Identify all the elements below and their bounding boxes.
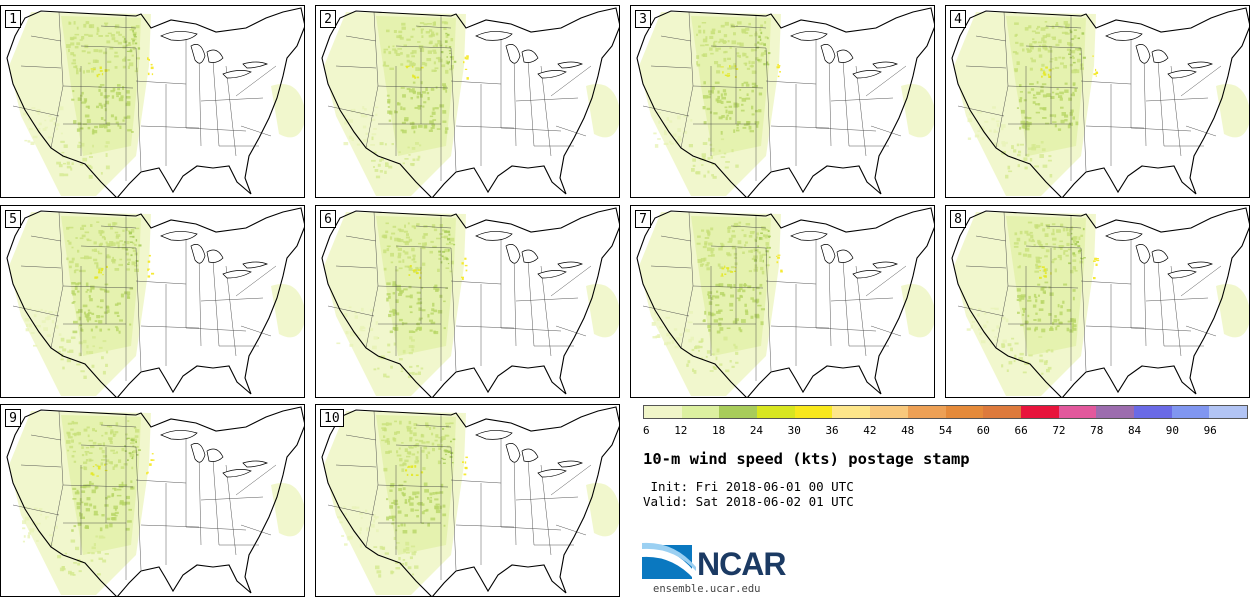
site-url[interactable]: ensemble.ucar.edu: [653, 583, 761, 595]
colorbar-segment: [757, 406, 795, 418]
colorbar-tick-label: 24: [749, 424, 764, 437]
us-map-icon: [631, 6, 934, 197]
panel-label: 7: [635, 210, 651, 228]
panel-label: 4: [950, 10, 966, 28]
colorbar-tick-label: 12: [674, 424, 688, 437]
us-map-icon: [946, 206, 1249, 397]
colorbar-tick-label: 66: [1014, 424, 1028, 437]
colorbar-segment: [907, 406, 946, 418]
map-panel-9: 9: [0, 404, 305, 597]
colorbar-tick-label: 54: [938, 424, 953, 437]
map-panel-5: 5: [0, 205, 305, 398]
colorbar-segment: [983, 406, 1021, 418]
colorbar-tick-label: 18: [712, 424, 726, 437]
colorbar-tick-label: 6: [643, 424, 650, 437]
map-panel-7: 7: [630, 205, 935, 398]
colorbar-segment: [644, 406, 682, 418]
colorbar-tick-label: 42: [863, 424, 877, 437]
panel-label: 5: [5, 210, 21, 228]
map-panel-6: 6: [315, 205, 620, 398]
colorbar-segment: [681, 406, 720, 418]
colorbar-segment: [1096, 406, 1134, 418]
panel-label: 2: [320, 10, 336, 28]
colorbar-ticks: 6 12 18 24 30 36 42 48 54 60 66 72 78 84 90 96: [643, 424, 1248, 440]
colorbar-segment: [719, 406, 758, 418]
map-panel-3: 3: [630, 5, 935, 198]
panel-label: 10: [320, 409, 344, 427]
us-map-icon: [316, 206, 619, 397]
colorbar-segment: [832, 406, 871, 418]
map-panel-1: 1: [0, 5, 305, 198]
colorbar-tick-label: 96: [1203, 424, 1217, 437]
us-map-icon: [1, 6, 304, 197]
panel-label: 8: [950, 210, 966, 228]
colorbar-segment: [1209, 406, 1247, 418]
panel-label: 6: [320, 210, 336, 228]
colorbar-segment: [870, 406, 908, 418]
colorbar-segment: [794, 406, 833, 418]
colorbar-tick-label: 36: [825, 424, 839, 437]
colorbar-segment: [1058, 406, 1097, 418]
colorbar-segment: [945, 406, 984, 418]
colorbar-tick-label: 84: [1127, 424, 1142, 437]
map-panel-10: 10: [315, 404, 620, 597]
colorbar-tick-label: 48: [901, 424, 915, 437]
colorbar: [643, 405, 1248, 419]
colorbar-segment: [1020, 406, 1059, 418]
panel-label: 1: [5, 10, 21, 28]
colorbar-tick-label: 78: [1090, 424, 1104, 437]
us-map-icon: [1, 206, 304, 397]
map-panel-2: 2: [315, 5, 620, 198]
valid-time: Valid: Sat 2018-06-02 01 UTC: [643, 494, 854, 509]
logo-text: NCAR: [697, 546, 786, 582]
us-map-icon: [316, 405, 619, 596]
colorbar-tick-label: 90: [1165, 424, 1179, 437]
us-map-icon: [316, 6, 619, 197]
colorbar-segment: [1171, 406, 1210, 418]
colorbar-tick-label: 60: [976, 424, 990, 437]
panel-label: 9: [5, 409, 21, 427]
map-panel-4: 4: [945, 5, 1250, 198]
colorbar-tick-label: 30: [787, 424, 801, 437]
panel-label: 3: [635, 10, 651, 28]
us-map-icon: [946, 6, 1249, 197]
map-panel-8: 8: [945, 205, 1250, 398]
init-time: Init: Fri 2018-06-01 00 UTC: [643, 479, 854, 494]
ncar-logo-icon: [642, 542, 696, 579]
plot-title: 10-m wind speed (kts) postage stamp: [643, 450, 970, 468]
colorbar-segment: [1133, 406, 1172, 418]
us-map-icon: [631, 206, 934, 397]
colorbar-tick-label: 72: [1052, 424, 1066, 437]
us-map-icon: [1, 405, 304, 596]
